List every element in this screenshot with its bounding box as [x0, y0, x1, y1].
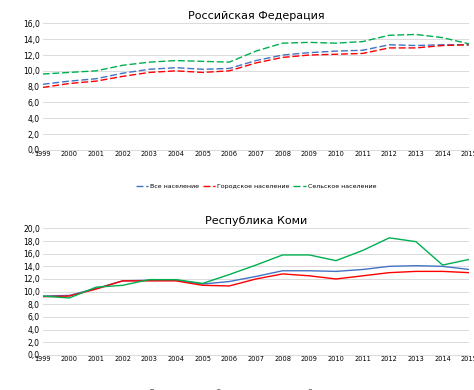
Title: Республика Коми: Республика Коми	[205, 216, 307, 226]
Title: Российская Федерация: Российская Федерация	[188, 11, 324, 21]
Legend: Все население, Городское население, Сельское население: Все население, Городское население, Сель…	[133, 386, 379, 390]
Legend: Все население, Городское население, Сельское население: Все население, Городское население, Сель…	[133, 181, 379, 191]
